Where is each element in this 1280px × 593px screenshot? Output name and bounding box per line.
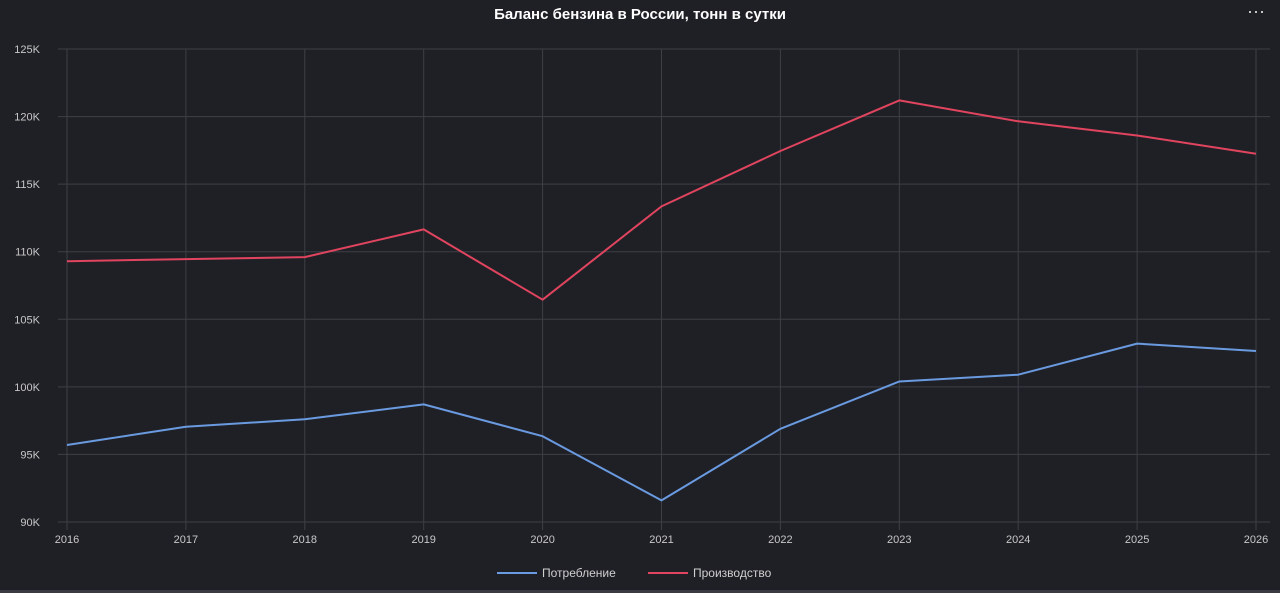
axis-labels: 90K 95K 100K 105K 110K 115K 120K 125K 2016 2017 20… bbox=[14, 44, 1268, 546]
y-tick-label: 105K bbox=[14, 314, 40, 326]
legend-label: Производство bbox=[693, 566, 772, 580]
y-tick-label: 95K bbox=[20, 449, 40, 461]
y-tick-label: 110K bbox=[15, 247, 41, 259]
x-tick-label: 2025 bbox=[1125, 534, 1149, 546]
y-tick-label: 90K bbox=[20, 517, 40, 529]
grid-lines bbox=[58, 48, 1270, 530]
series-line-production bbox=[66, 99, 1257, 301]
x-tick-label: 2026 bbox=[1244, 534, 1268, 546]
x-tick-label: 2023 bbox=[887, 534, 911, 546]
y-tick-label: 100K bbox=[14, 382, 40, 394]
more-options-icon[interactable]: ⋯ bbox=[1247, 2, 1266, 22]
legend-label: Потребление bbox=[542, 566, 616, 580]
x-tick-label: 2021 bbox=[649, 534, 673, 546]
series-lines bbox=[66, 99, 1257, 502]
x-tick-label: 2022 bbox=[768, 534, 792, 546]
x-tick-label: 2019 bbox=[411, 534, 435, 546]
x-tick-label: 2016 bbox=[55, 534, 79, 546]
y-tick-label: 125K bbox=[14, 44, 40, 56]
y-tick-label: 120K bbox=[14, 112, 40, 124]
x-tick-label: 2017 bbox=[174, 534, 198, 546]
legend[interactable]: Потребление Производство bbox=[497, 566, 772, 580]
chart-title: Баланс бензина в России, тонн в сутки bbox=[494, 6, 786, 23]
x-tick-label: 2020 bbox=[530, 534, 554, 546]
y-tick-label: 115K bbox=[15, 179, 41, 191]
horizontal-scrollbar[interactable] bbox=[0, 590, 1280, 593]
legend-item[interactable]: Потребление bbox=[497, 566, 616, 580]
series-line-consumption bbox=[66, 342, 1257, 502]
x-tick-label: 2024 bbox=[1006, 534, 1030, 546]
legend-item[interactable]: Производство bbox=[648, 566, 772, 580]
x-tick-label: 2018 bbox=[293, 534, 317, 546]
